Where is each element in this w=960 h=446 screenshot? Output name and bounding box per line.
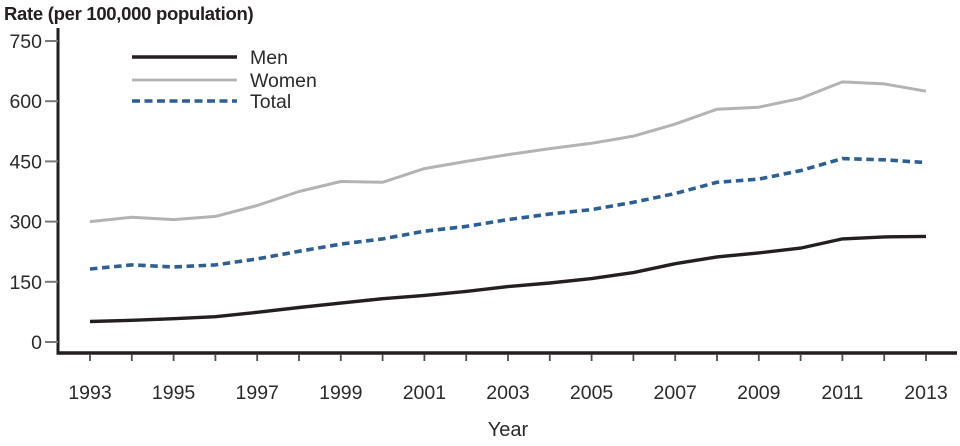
x-tick-label: 1997 [236,382,279,404]
x-tick-label: 2005 [570,382,614,404]
legend-item-women: Women [132,70,317,92]
y-tick-label: 600 [9,91,42,113]
y-tick-label: 0 [31,332,42,354]
x-tick-label: 1999 [319,382,362,404]
y-tick-label: 750 [9,31,42,53]
legend-label-women: Women [250,70,317,92]
x-tick-label: 2003 [486,382,529,404]
x-tick-label: 1995 [152,382,196,404]
x-tick-label: 2007 [654,382,697,404]
y-tick-label: 150 [9,272,42,294]
series-line-total [89,156,927,271]
x-tick-label: 2001 [403,382,446,404]
y-axis-title: Rate (per 100,000 population) [4,3,253,24]
x-axis-title: Year [488,419,529,441]
legend-label-total: Total [250,91,291,113]
legend-item-men: Men [132,47,288,69]
series-line-women [89,80,927,224]
x-tick-label: 2009 [737,382,780,404]
x-tick-label: 2013 [904,382,947,404]
legend-label-men: Men [250,47,288,69]
y-tick-label: 300 [9,212,42,234]
y-tick-label: 450 [9,151,42,173]
x-tick-label: 2011 [821,382,863,404]
x-tick-label: 1993 [68,382,111,404]
plot-area: 0 150 300 450 600 750 1993 1995 1997 1999 2001 2003… [9,28,957,404]
legend-item-total: Total [132,91,291,113]
series-line-men [89,234,927,324]
